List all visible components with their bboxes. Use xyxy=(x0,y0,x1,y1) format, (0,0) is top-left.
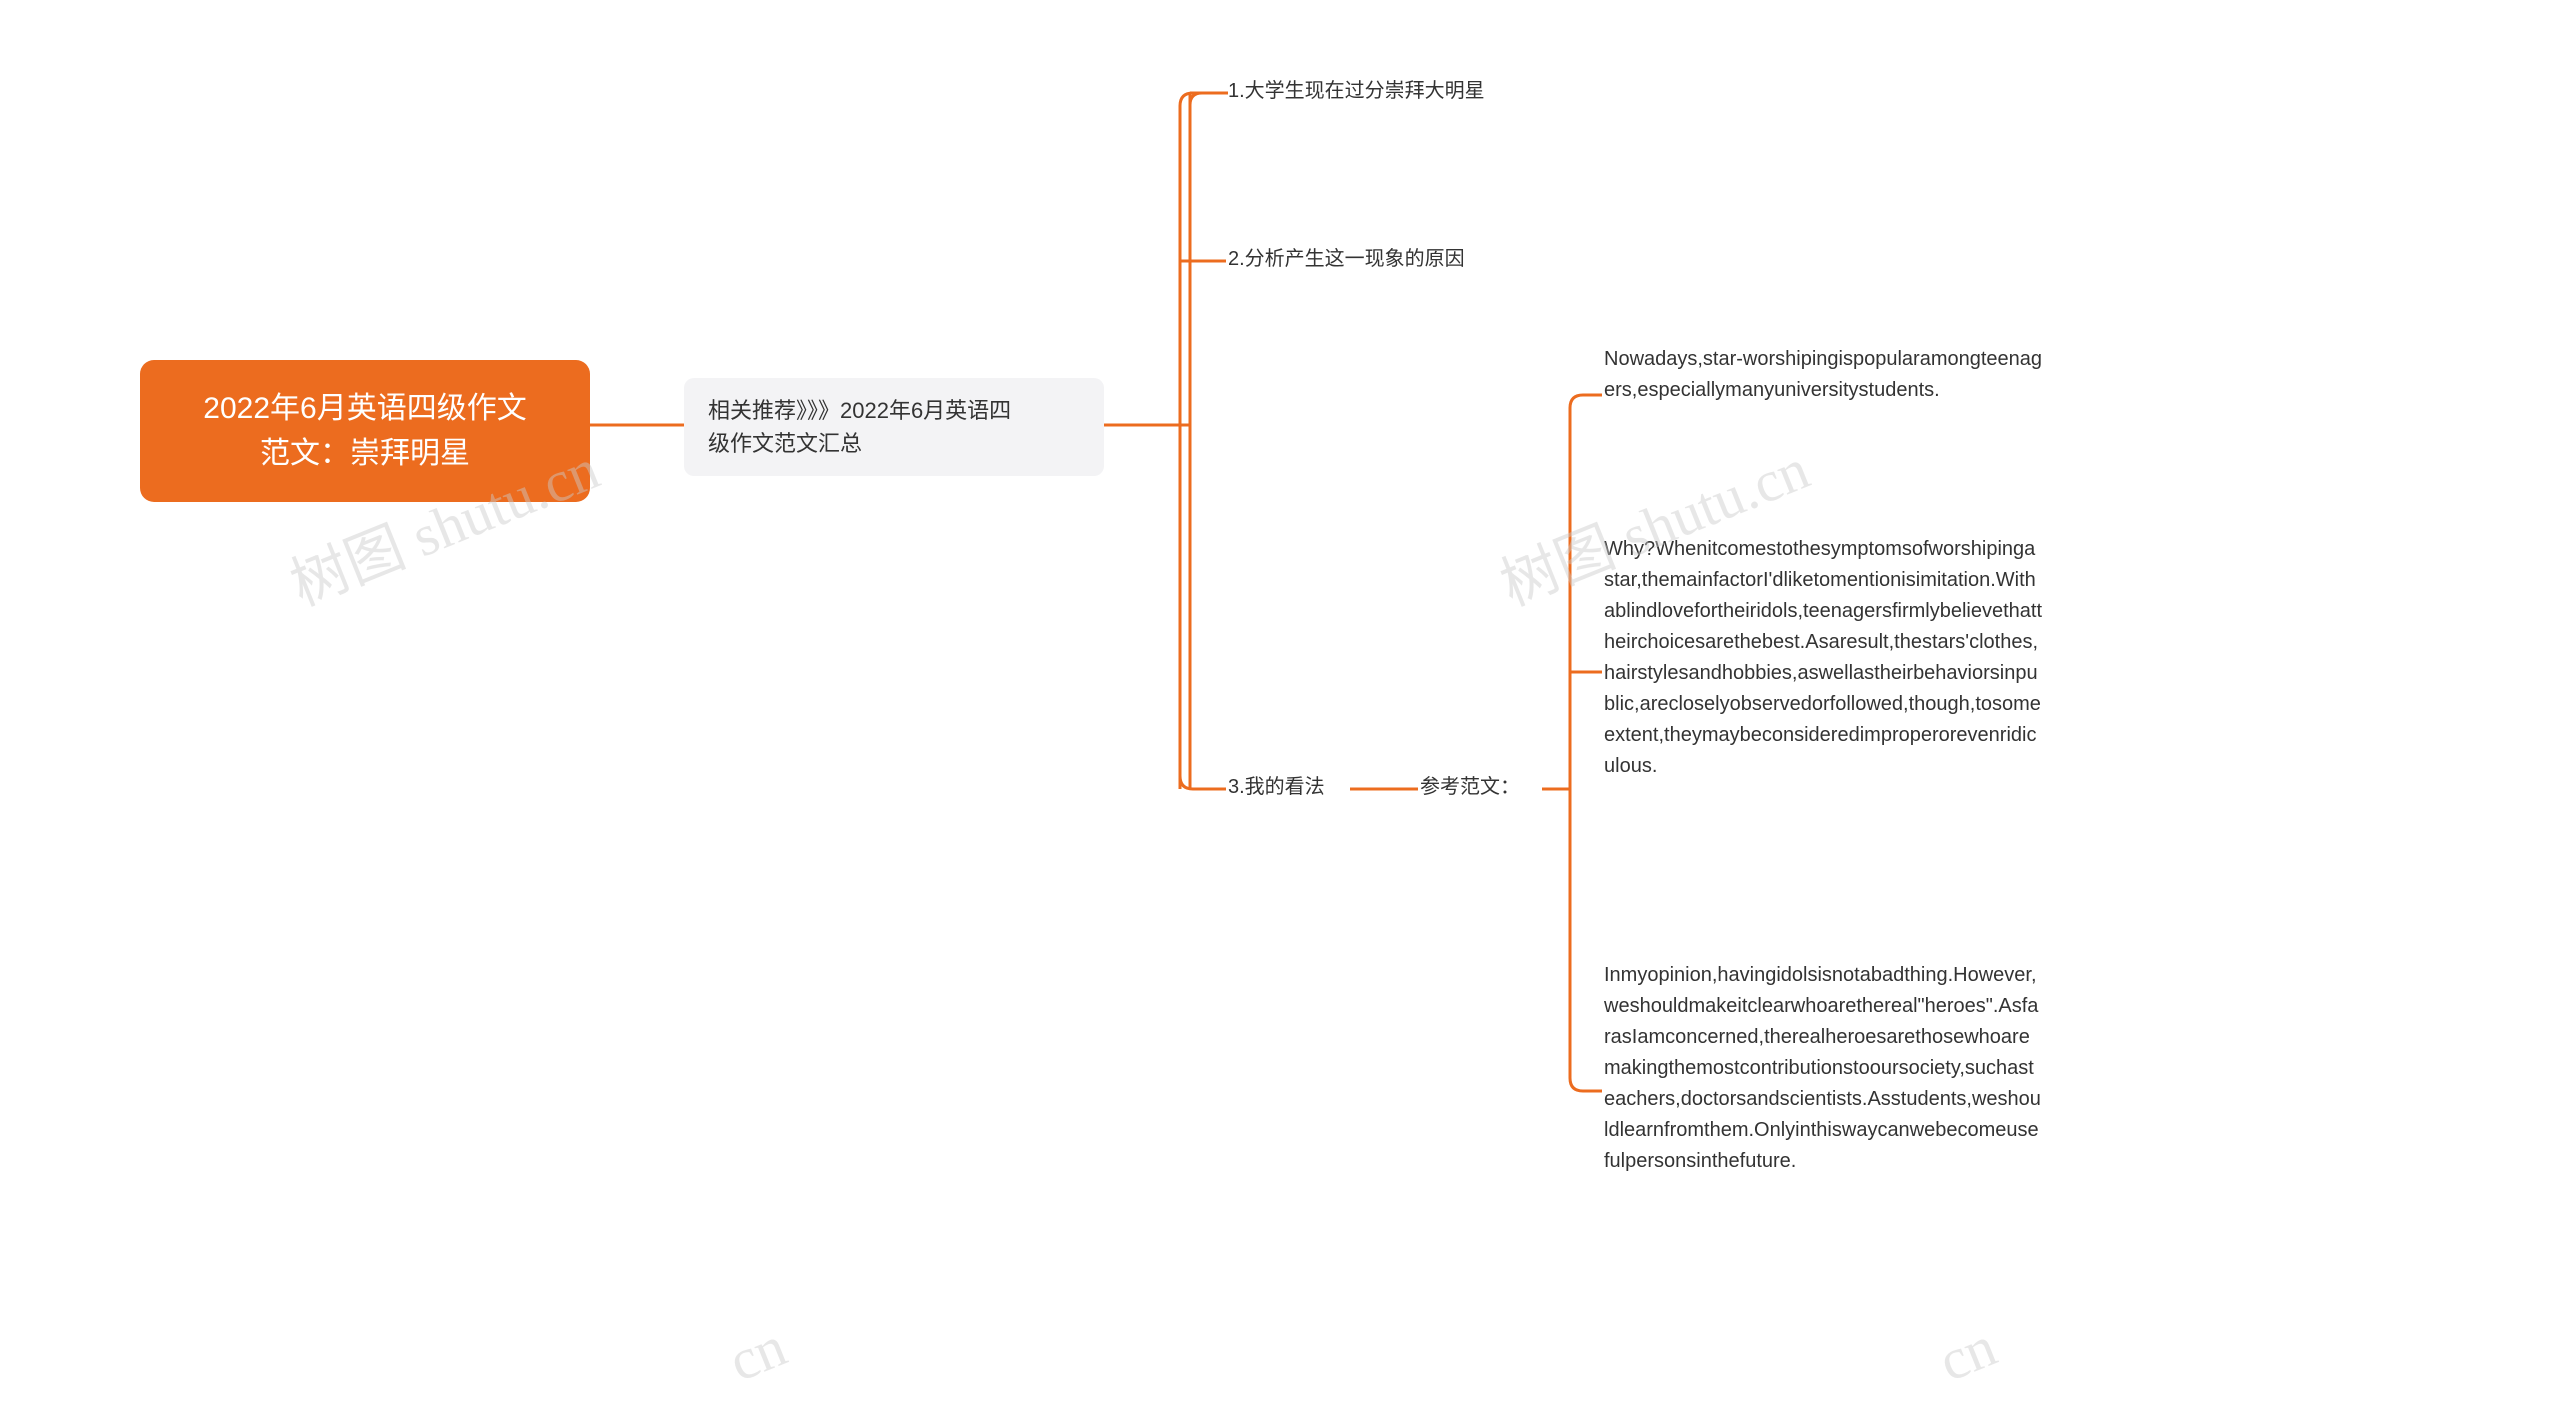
mindmap-paragraph-2: Inmyopinion,havingidolsisnotabadthing.Ho… xyxy=(1604,960,2044,1177)
root-line1: 2022年6月英语四级作文 xyxy=(203,392,526,425)
mindmap-root: 2022年6月英语四级作文 范文：崇拜明星 xyxy=(140,360,590,502)
level1-line1: 相关推荐》》》2022年6月英语四 xyxy=(708,398,1011,423)
level1-line2: 级作文范文汇总 xyxy=(708,431,862,456)
mindmap-level1: 相关推荐》》》2022年6月英语四 级作文范文汇总 xyxy=(684,378,1104,476)
watermark-3: cn xyxy=(1929,1312,2005,1395)
mindmap-level2-item-1: 2.分析产生这一现象的原因 xyxy=(1228,244,1465,274)
level2-2-text: 3.我的看法 xyxy=(1228,776,1325,798)
mindmap-paragraph-0: Nowadays,star-worshipingispopularamongte… xyxy=(1604,344,2044,406)
level3-text: 参考范文： xyxy=(1420,776,1520,798)
mindmap-level3: 参考范文： xyxy=(1420,772,1520,802)
mindmap-level2-item-2: 3.我的看法 xyxy=(1228,772,1325,802)
mindmap-level2-item-0: 1.大学生现在过分崇拜大明星 xyxy=(1228,76,1485,106)
watermark-2: cn xyxy=(719,1312,795,1395)
level2-0-text: 1.大学生现在过分崇拜大明星 xyxy=(1228,80,1485,102)
mindmap-connectors xyxy=(0,0,2560,1406)
mindmap-paragraph-1: Why?Whenitcomestothesymptomsofworshiping… xyxy=(1604,534,2044,782)
para-0-text: Nowadays,star-worshipingispopularamongte… xyxy=(1604,348,2042,401)
level2-1-text: 2.分析产生这一现象的原因 xyxy=(1228,248,1465,270)
para-1-text: Why?Whenitcomestothesymptomsofworshiping… xyxy=(1604,538,2042,777)
para-2-text: Inmyopinion,havingidolsisnotabadthing.Ho… xyxy=(1604,964,2041,1172)
root-line2: 范文：崇拜明星 xyxy=(260,437,470,470)
